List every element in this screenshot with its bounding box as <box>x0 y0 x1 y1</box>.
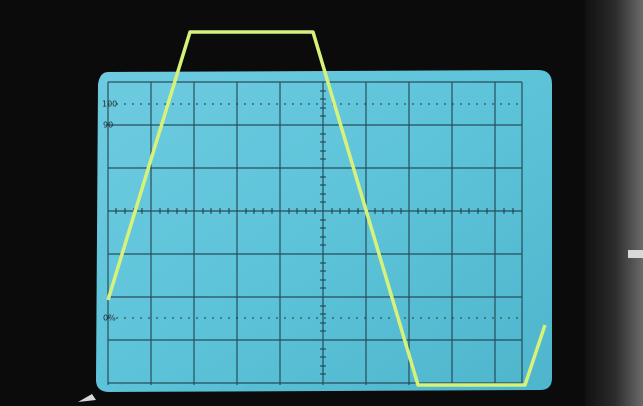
label-90: 90 <box>103 121 113 130</box>
label-100: 100 <box>102 100 117 109</box>
page: {"screen": {"labels": {"top": "100", "up… <box>0 0 643 406</box>
bezel-mark <box>628 250 643 258</box>
oscilloscope-photo: 100 90 0% <box>0 0 643 406</box>
bezel-edge <box>585 0 643 406</box>
label-0: 0% <box>103 314 116 323</box>
